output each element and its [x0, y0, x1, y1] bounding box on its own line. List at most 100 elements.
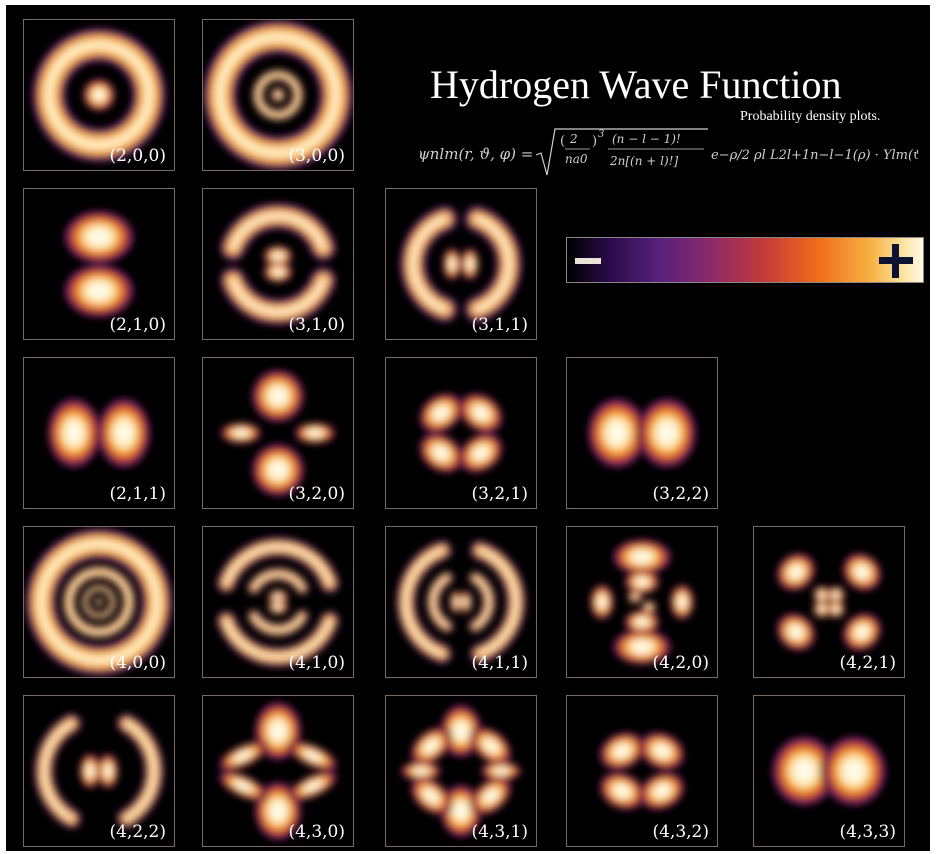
orbital-plot [47, 397, 151, 469]
density-lobe [418, 432, 464, 474]
orbital-tile: (3,1,0) [202, 188, 354, 340]
orbital-plot [63, 210, 135, 318]
density-lobe [63, 210, 135, 264]
density-lobe [460, 590, 472, 614]
orbital-tile: (3,2,1) [385, 357, 537, 509]
orbital-label: (4,3,0) [288, 822, 345, 842]
orbital-label: (4,3,1) [471, 822, 528, 842]
orbital-tile: (2,1,1) [23, 357, 175, 509]
density-lobe [63, 264, 135, 318]
orbital-tile: (4,3,2) [566, 695, 718, 847]
density-lobe [82, 78, 116, 112]
density-ring-core [215, 32, 341, 158]
orbital-tile: (3,0,0) [202, 19, 354, 171]
orbital-plot [590, 539, 694, 665]
orbital-label: (3,2,0) [288, 484, 345, 504]
orbital-label: (3,2,2) [652, 484, 709, 504]
density-arc-core [224, 618, 332, 660]
orbital-tile: (3,1,1) [385, 188, 537, 340]
orbital-label: (4,2,1) [839, 653, 896, 673]
orbital-plot [418, 392, 504, 474]
density-lobe [450, 590, 462, 614]
density-lobe [612, 629, 672, 665]
density-arc-core [252, 572, 304, 590]
svg-text:): ) [592, 134, 597, 149]
density-arc-core [230, 213, 326, 251]
density-lobe [410, 776, 452, 816]
minus-icon [575, 258, 601, 264]
density-lobe [47, 397, 101, 469]
density-ring-core [84, 587, 114, 617]
density-lobe [624, 570, 660, 594]
plus-icon-vertical [892, 244, 899, 278]
density-lobe [458, 392, 504, 434]
density-lobe [612, 539, 672, 575]
orbital-plot [400, 206, 522, 322]
orbital-label: (4,2,0) [652, 653, 709, 673]
density-lobe [771, 735, 837, 807]
orbital-label: (4,1,0) [288, 653, 345, 673]
density-lobe [641, 601, 657, 613]
wave-function-formula: ψnlm(r, ϑ, φ) = ( 2 na0 ) 3 (n − l − 1)!… [418, 125, 936, 183]
density-lobe [443, 247, 461, 281]
density-arc-core [410, 216, 448, 312]
orbital-tile: (4,2,0) [566, 526, 718, 678]
orbital-plot [218, 701, 338, 841]
formula-den: 2n[(n + l)!] [609, 154, 678, 168]
orbital-plot [776, 552, 882, 652]
density-lobe [627, 591, 643, 603]
density-ring-core [44, 40, 154, 150]
density-lobe [461, 247, 479, 281]
density-arc-core [474, 216, 512, 312]
orbital-label: (2,0,0) [109, 146, 166, 166]
density-ring-core [67, 570, 131, 634]
orbital-label: (4,2,2) [109, 822, 166, 842]
orbital-tile: (4,1,0) [202, 526, 354, 678]
orbital-plot [400, 704, 522, 838]
density-arc-core [431, 576, 449, 628]
density-lobe [813, 586, 831, 604]
density-lobe [458, 432, 504, 474]
orbital-label: (4,0,0) [109, 653, 166, 673]
orbital-label: (3,2,1) [471, 484, 528, 504]
orbital-plot [203, 20, 353, 170]
orbital-tile: (3,2,2) [566, 357, 718, 509]
density-lobe [637, 397, 697, 469]
density-lobe [470, 726, 512, 766]
density-lobe [270, 87, 286, 103]
formula-svg: ψnlm(r, ϑ, φ) = ( 2 na0 ) 3 (n − l − 1)!… [418, 128, 936, 176]
formula-frac-num: 2 [569, 132, 578, 146]
orbital-label: (3,1,1) [471, 315, 528, 335]
density-lobe [480, 762, 522, 780]
density-lobe [294, 422, 336, 444]
orbital-label: (4,1,1) [471, 653, 528, 673]
orbital-plot [598, 731, 686, 811]
density-arc-core [230, 277, 326, 315]
orbital-tile: (4,2,2) [23, 695, 175, 847]
orbital-tile: (3,2,0) [202, 357, 354, 509]
density-lobe [410, 726, 452, 766]
density-lobe [440, 704, 482, 758]
density-arc-core [473, 576, 491, 628]
orbital-tile: (4,3,0) [202, 695, 354, 847]
orbital-label: (4,3,3) [839, 822, 896, 842]
orbital-label: (2,1,0) [109, 315, 166, 335]
orbital-plot [216, 537, 340, 667]
density-lobe [842, 612, 882, 652]
formula-exp: 3 [598, 129, 604, 140]
orbital-plot [396, 540, 526, 664]
orbital-plot [26, 529, 172, 675]
density-lobe [288, 741, 338, 771]
density-lobe [220, 422, 262, 444]
orbital-plot [771, 735, 887, 807]
density-lobe [827, 586, 845, 604]
density-ring-core [256, 73, 300, 117]
density-lobe [776, 612, 816, 652]
density-lobe [97, 753, 119, 789]
density-lobe [218, 771, 268, 801]
page-subtitle: Probability density plots. [740, 109, 881, 124]
density-arc-core [224, 544, 332, 586]
orbital-label: (3,1,0) [288, 315, 345, 335]
density-lobe [470, 776, 512, 816]
density-arc-core [252, 614, 304, 632]
